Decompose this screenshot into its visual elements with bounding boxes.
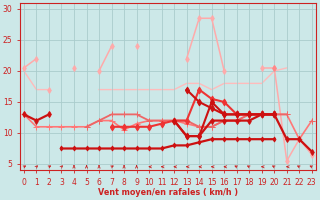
X-axis label: Vent moyen/en rafales ( km/h ): Vent moyen/en rafales ( km/h ) bbox=[98, 188, 238, 197]
